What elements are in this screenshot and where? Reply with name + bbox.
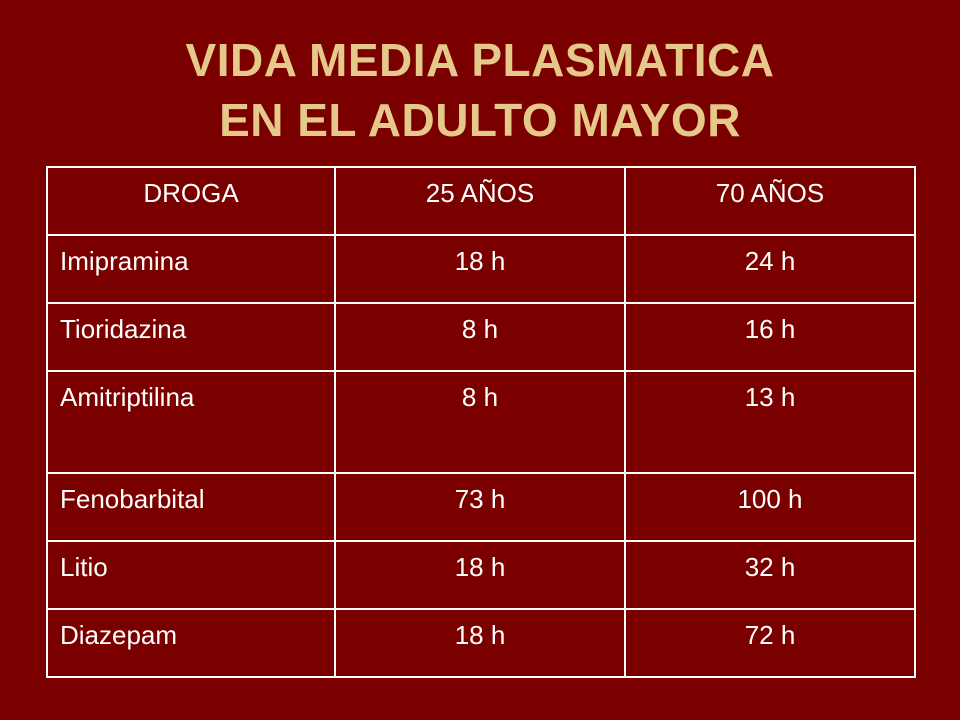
header-cell-drug: DROGA	[46, 166, 336, 236]
value-70: 24 h	[744, 246, 796, 276]
value-cell-25: 18 h	[334, 608, 626, 678]
drug-name: Litio	[60, 552, 108, 582]
value-25: 73 h	[454, 484, 506, 514]
half-life-table: DROGA 25 AÑOS 70 AÑOS Imipramina 18 h 24…	[46, 166, 916, 678]
value-25: 8 h	[461, 382, 499, 412]
value-cell-70: 72 h	[624, 608, 916, 678]
value-70: 100 h	[737, 484, 803, 514]
drug-cell: Fenobarbital	[46, 472, 336, 542]
table-header-row: DROGA 25 AÑOS 70 AÑOS	[46, 166, 916, 236]
value-cell-25: 18 h	[334, 234, 626, 304]
value-cell-70: 24 h	[624, 234, 916, 304]
drug-name: Tioridazina	[60, 314, 187, 344]
drug-cell: Diazepam	[46, 608, 336, 678]
header-cell-70-years: 70 AÑOS	[624, 166, 916, 236]
table-row: Tioridazina 8 h 16 h	[46, 302, 916, 372]
table-row: Imipramina 18 h 24 h	[46, 234, 916, 304]
header-label-70-years: 70 AÑOS	[715, 178, 825, 208]
value-70: 72 h	[744, 620, 796, 650]
table-row: Fenobarbital 73 h 100 h	[46, 472, 916, 542]
value-25: 18 h	[454, 552, 506, 582]
value-cell-25: 73 h	[334, 472, 626, 542]
header-label-25-years: 25 AÑOS	[425, 178, 535, 208]
value-cell-25: 8 h	[334, 302, 626, 372]
value-cell-70: 13 h	[624, 370, 916, 474]
value-cell-70: 100 h	[624, 472, 916, 542]
value-cell-70: 16 h	[624, 302, 916, 372]
table-row: Litio 18 h 32 h	[46, 540, 916, 610]
value-25: 8 h	[461, 314, 499, 344]
drug-name: Amitriptilina	[60, 382, 195, 412]
drug-name: Fenobarbital	[60, 484, 205, 514]
value-25: 18 h	[454, 246, 506, 276]
table-row: Diazepam 18 h 72 h	[46, 608, 916, 678]
value-cell-70: 32 h	[624, 540, 916, 610]
drug-name: Imipramina	[60, 246, 189, 276]
value-70: 16 h	[744, 314, 796, 344]
drug-cell: Imipramina	[46, 234, 336, 304]
value-cell-25: 18 h	[334, 540, 626, 610]
value-cell-25: 8 h	[334, 370, 626, 474]
slide-title-line-1: VIDA MEDIA PLASMATICA	[185, 34, 775, 86]
slide-title-line-2: EN EL ADULTO MAYOR	[219, 94, 741, 146]
drug-cell: Amitriptilina	[46, 370, 336, 474]
drug-cell: Tioridazina	[46, 302, 336, 372]
value-25: 18 h	[454, 620, 506, 650]
value-70: 13 h	[744, 382, 796, 412]
table-row: Amitriptilina 8 h 13 h	[46, 370, 916, 474]
slide-title: VIDA MEDIA PLASMATICA EN EL ADULTO MAYOR	[0, 30, 960, 150]
drug-cell: Litio	[46, 540, 336, 610]
header-cell-25-years: 25 AÑOS	[334, 166, 626, 236]
value-70: 32 h	[744, 552, 796, 582]
header-label-drug: DROGA	[143, 178, 239, 208]
drug-name: Diazepam	[60, 620, 178, 650]
